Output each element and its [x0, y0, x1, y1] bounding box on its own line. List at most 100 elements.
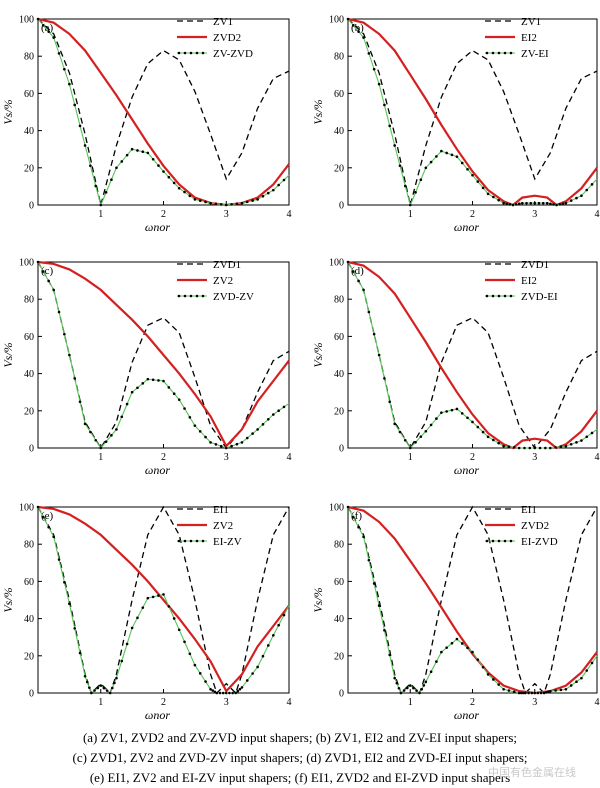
series-point [204, 200, 207, 204]
series-point [533, 446, 537, 450]
series-point [533, 201, 537, 205]
series-point [172, 392, 176, 395]
series-point [42, 515, 45, 519]
series-point [517, 691, 521, 695]
series-point [424, 429, 428, 433]
x-tick-label: 2 [470, 209, 475, 220]
series-point [346, 505, 350, 509]
series-point [89, 430, 92, 434]
series-point [346, 260, 350, 264]
series-point [167, 605, 171, 608]
series-point [261, 654, 265, 658]
series-point [42, 24, 45, 27]
series-point [580, 439, 583, 442]
series-point [130, 626, 134, 630]
series-point [272, 634, 275, 637]
series-point [362, 535, 365, 539]
legend-label: ZV1 [521, 16, 541, 28]
series-point [351, 270, 355, 273]
series-point [590, 431, 594, 435]
plot-frame [347, 261, 598, 449]
series-point [219, 203, 223, 206]
series-point [435, 417, 438, 420]
series-point [177, 186, 181, 190]
y-tick-label: 60 [24, 577, 34, 588]
series-line-ZV2 [37, 505, 290, 693]
series-point [580, 194, 583, 197]
series-point [424, 166, 428, 170]
series-point [502, 201, 505, 205]
watermark: 中国有色金属在线 [488, 766, 576, 779]
figure-caption: (a) ZV1, ZVD2 and ZV-ZVD input shapers; … [0, 728, 600, 788]
series-point [408, 684, 412, 687]
series-point [585, 188, 589, 192]
series-line-ZV-EI [347, 18, 598, 207]
series-point [383, 377, 386, 380]
series-point [47, 525, 50, 529]
series-point [537, 201, 541, 205]
series-point [136, 149, 139, 152]
series-point [228, 691, 231, 695]
legend-marker [509, 294, 513, 298]
series-point [183, 640, 186, 644]
series-point [393, 144, 396, 147]
series-point [93, 689, 96, 692]
series-point [234, 691, 237, 695]
series-point [455, 407, 459, 411]
y-tick-label: 100 [329, 503, 344, 514]
series-point [502, 687, 505, 691]
series-point [157, 164, 160, 167]
y-tick-label: 100 [19, 258, 34, 269]
series-point [146, 596, 150, 600]
series-point [559, 688, 563, 692]
series-point [57, 52, 61, 55]
y-tick-label: 40 [24, 369, 34, 380]
series-point [575, 680, 578, 683]
series-point [529, 201, 533, 205]
series-point [221, 691, 225, 695]
x-tick-label: 3 [224, 209, 229, 220]
series-point [383, 103, 386, 107]
series-point [120, 659, 124, 663]
series-point [518, 202, 521, 206]
series-point [256, 428, 259, 431]
series-point [393, 676, 396, 680]
series-point [455, 155, 459, 158]
series-point [125, 402, 129, 406]
y-tick-label: 40 [24, 126, 34, 137]
y-tick-label: 40 [334, 369, 344, 380]
legend-marker [189, 539, 193, 543]
legend-label: EI1 [521, 504, 537, 516]
y-tick-label: 20 [334, 406, 344, 417]
legend-label: ZV-ZVD [213, 48, 253, 60]
series-point [575, 196, 578, 200]
series-point [230, 203, 233, 206]
legend-label: EI2 [521, 275, 537, 287]
series-point [261, 194, 265, 198]
series-point [523, 446, 526, 450]
series-point [549, 689, 552, 693]
legend-marker [491, 539, 495, 543]
series-point [564, 687, 568, 691]
series-point [272, 188, 275, 192]
series-point [539, 691, 543, 695]
series-point [94, 438, 98, 442]
series-point [266, 417, 270, 421]
series-point [585, 669, 589, 672]
y-tick-label: 20 [334, 163, 344, 174]
series-line-ZVD1 [347, 261, 598, 450]
y-tick-label: 100 [19, 15, 34, 26]
series-point [528, 446, 532, 450]
series-point [94, 184, 98, 188]
legend-label: EI2 [521, 32, 537, 44]
series-point [388, 124, 392, 128]
legend-marker [183, 539, 187, 543]
series-line-EI1 [347, 505, 598, 695]
series-point [188, 194, 192, 198]
series-point [85, 680, 89, 684]
series-point [398, 164, 402, 168]
legend-marker [177, 294, 181, 298]
